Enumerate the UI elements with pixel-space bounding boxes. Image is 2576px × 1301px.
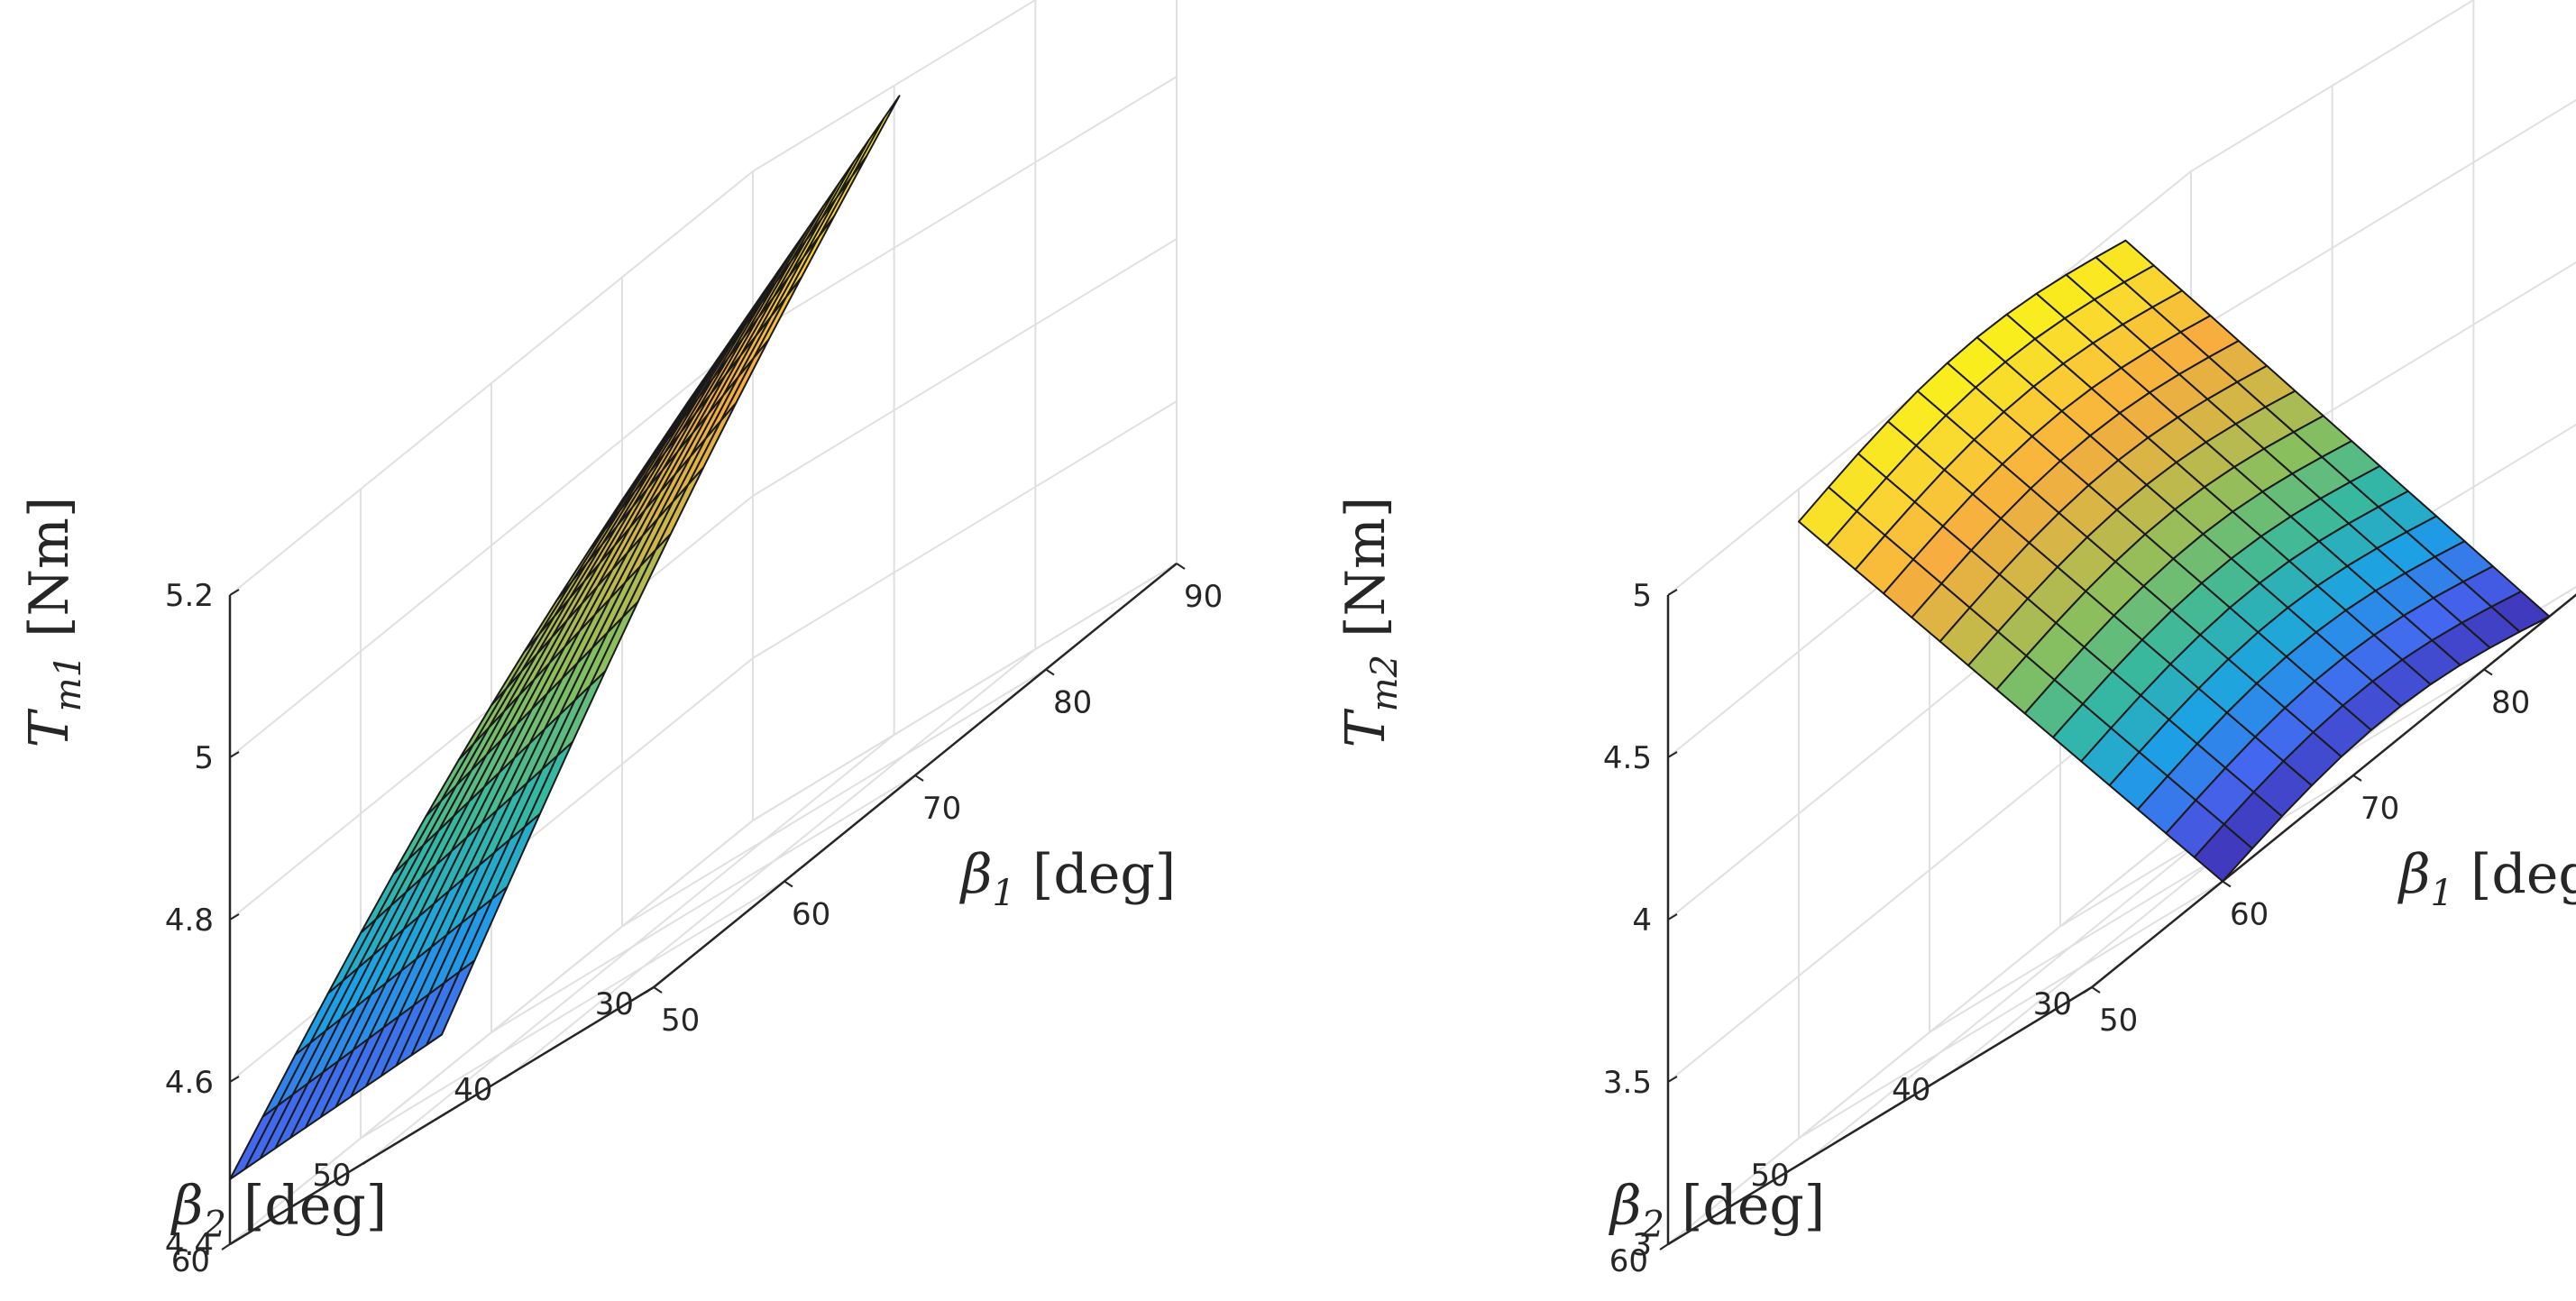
y-tick-mark <box>2083 986 2093 994</box>
wall-gridline-z <box>752 238 1178 497</box>
z-tick-label: 5 <box>194 740 214 776</box>
y-tick-label: 40 <box>1892 1072 1930 1108</box>
floor-gridline-x <box>490 774 916 1033</box>
y-tick-label: 60 <box>1609 1243 1648 1279</box>
wall-gridline-z <box>752 400 1178 659</box>
y-axis-label: β2 [deg] <box>170 1175 387 1246</box>
x-tick-mark <box>653 986 663 994</box>
z-tick-label: 5.2 <box>165 578 214 614</box>
x-tick-mark <box>914 774 924 782</box>
x-tick-mark <box>1045 668 1055 676</box>
y-tick-label: 50 <box>312 1158 351 1194</box>
back-wall-right <box>753 0 1177 820</box>
z-tick-label: 3.5 <box>1603 1065 1652 1101</box>
floor-gridline-x <box>1929 774 2354 1033</box>
x-tick-mark <box>784 880 793 888</box>
surface-plot-tm1: 4.4 4.6 4.8 5 5.2 30 40 50 60 50 60 70 80 90 Tm1 [Nm] β… <box>18 0 1223 1279</box>
wall-gridline-z <box>2190 98 2576 334</box>
surface-plot-tm2: 33.544.55304050605060708090Tm2 [Nm]β2 [d… <box>1334 0 2576 1279</box>
z-tick-label: 4.6 <box>165 1065 214 1101</box>
x-tick-label: 60 <box>2230 897 2269 933</box>
x-tick-label: 70 <box>2361 791 2399 827</box>
floor-gridline-x <box>360 880 785 1140</box>
y-tick-label: 40 <box>454 1072 492 1108</box>
x-tick-label: 70 <box>922 791 961 827</box>
y-axis-line <box>1667 985 2093 1246</box>
z-tick-label: 4.8 <box>165 902 214 939</box>
wall-gridline-z <box>2190 0 2476 172</box>
x-tick-label: 80 <box>2491 685 2530 721</box>
z-axis-label: Tm2 [Nm] <box>1334 497 1406 748</box>
surface <box>229 95 901 1180</box>
x-tick-label: 60 <box>792 897 830 933</box>
x-tick-mark <box>2483 668 2493 676</box>
z-tick-label: 3 <box>1632 1227 1652 1263</box>
wall-gridline-z <box>752 76 1178 334</box>
x-axis-label: β1 [deg] <box>2397 843 2576 914</box>
y-tick-label: 50 <box>1750 1158 1789 1194</box>
x-tick-label: 90 <box>1184 579 1223 615</box>
y-axis-line <box>229 985 655 1246</box>
y-tick-mark <box>362 1158 372 1165</box>
x-tick-mark <box>2222 880 2232 888</box>
y-axis-label: β2 [deg] <box>1609 1175 1825 1246</box>
y-tick-label: 30 <box>2033 986 2072 1022</box>
z-tick-mark <box>1667 751 1678 758</box>
floor-gridline-x <box>621 668 1047 928</box>
x-tick-mark <box>2352 774 2362 782</box>
floor-gridline-y <box>511 648 1036 1074</box>
z-tick-mark <box>1667 589 1678 596</box>
x-tick-mark <box>2091 986 2101 994</box>
x-tick-label: 50 <box>2099 1003 2138 1039</box>
surface-cell <box>2193 823 2253 883</box>
surface-cell <box>426 959 476 1046</box>
z-axis-label: Tm1 [Nm] <box>18 497 89 748</box>
y-tick-label: 60 <box>171 1243 210 1279</box>
wall-gridline-z <box>752 0 1038 172</box>
wall-gridline-z <box>752 563 1178 821</box>
z-tick-mark <box>1667 913 1678 921</box>
z-tick-label: 4 <box>1632 902 1652 939</box>
z-tick-mark <box>1667 1076 1678 1083</box>
x-tick-mark <box>1176 563 1186 570</box>
x-tick-label: 50 <box>661 1003 700 1039</box>
z-tick-label: 4.4 <box>165 1227 214 1263</box>
z-tick-mark <box>229 1076 240 1083</box>
y-tick-mark <box>221 1243 231 1251</box>
z-tick-mark <box>229 1238 240 1245</box>
surface <box>1798 239 2551 883</box>
floor-gridline-x <box>1798 880 2223 1140</box>
x-tick-label: 80 <box>1053 685 1092 721</box>
z-tick-mark <box>1667 1238 1678 1245</box>
z-tick-mark <box>229 751 240 758</box>
z-tick-label: 5 <box>1632 578 1652 614</box>
y-tick-mark <box>645 986 655 994</box>
floor-gridline-y <box>371 734 895 1159</box>
y-tick-label: 30 <box>595 986 634 1022</box>
z-tick-mark <box>229 913 240 921</box>
y-tick-mark <box>503 1072 513 1079</box>
x-axis-label: β1 [deg] <box>959 843 1176 914</box>
y-tick-mark <box>1941 1072 1951 1079</box>
y-tick-mark <box>1659 1243 1669 1251</box>
y-tick-mark <box>1801 1158 1811 1165</box>
z-tick-label: 4.5 <box>1603 740 1652 776</box>
z-tick-mark <box>229 589 240 596</box>
